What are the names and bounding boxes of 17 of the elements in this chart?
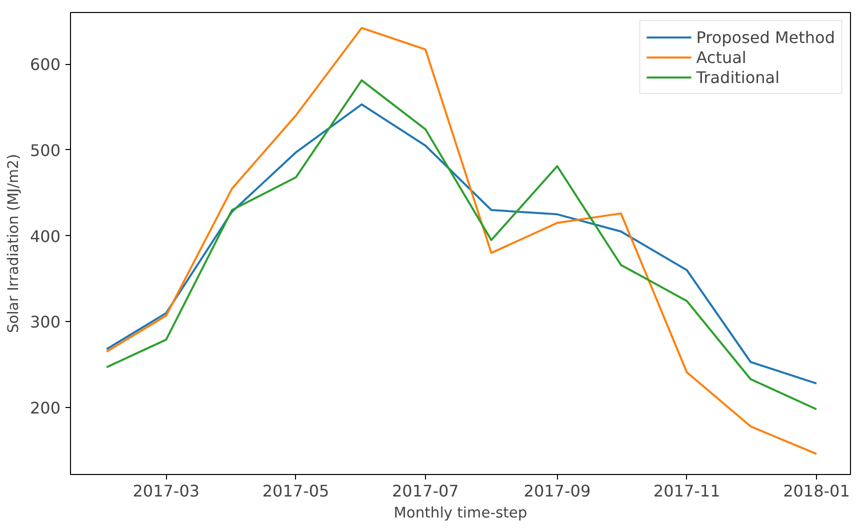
x-tick-label: 2018-01: [783, 482, 850, 500]
y-tick-label: 400: [30, 226, 61, 246]
y-tick-label: 300: [30, 312, 61, 332]
y-tick-label: 200: [30, 398, 61, 418]
y-tick-label: 500: [30, 140, 61, 160]
y-axis-title: Solar Irradiation (MJ/m2): [4, 154, 22, 334]
x-axis-title: Monthly time-step: [394, 504, 528, 522]
line-series: [106, 103, 818, 384]
x-tick-label: 2017-11: [653, 482, 720, 500]
x-tick-label: 2017-07: [392, 482, 459, 500]
x-tick-label: 2017-05: [262, 482, 330, 500]
x-tick-label: 2017-09: [524, 482, 591, 500]
legend-label: Proposed Method: [696, 28, 835, 46]
y-tick-label: 600: [30, 55, 61, 74]
legend-label: Actual: [696, 48, 746, 66]
legend-label: Traditional: [696, 68, 780, 86]
x-tick-label: 2017-03: [132, 482, 200, 500]
